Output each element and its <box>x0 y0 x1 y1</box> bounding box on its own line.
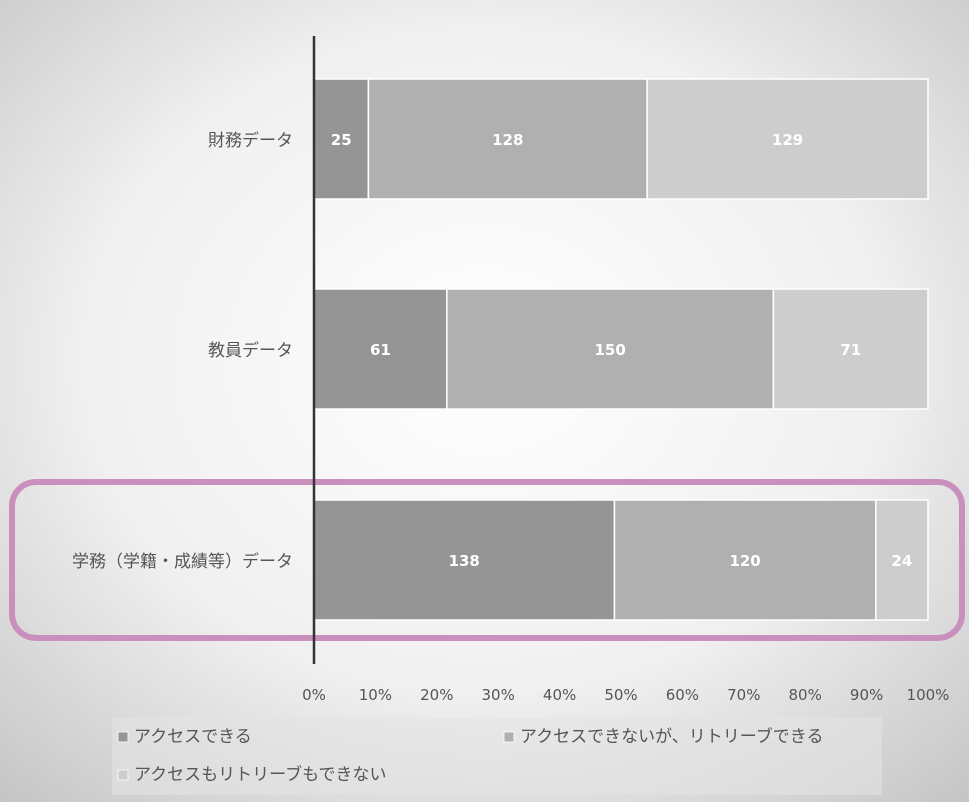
x-tick-label: 50% <box>604 686 637 704</box>
x-tick-label: 0% <box>302 686 326 704</box>
data-label: 138 <box>449 552 480 570</box>
category-label: 学務（学籍・成績等）データ <box>72 551 293 572</box>
legend-label: アクセスできる <box>134 727 252 747</box>
legend-box <box>112 717 882 795</box>
bar-segment <box>313 499 616 621</box>
legend-swatch <box>117 769 129 781</box>
data-label: 61 <box>370 341 391 359</box>
bar-segment <box>613 499 877 621</box>
bar-segment <box>772 288 929 410</box>
bar-segment <box>313 288 448 410</box>
x-tick-label: 40% <box>543 686 576 704</box>
bar-segment <box>367 78 648 200</box>
x-tick-label: 60% <box>666 686 699 704</box>
data-label: 150 <box>594 341 625 359</box>
data-label: 128 <box>492 131 523 149</box>
data-label: 120 <box>729 552 760 570</box>
highlight-box <box>9 479 965 641</box>
x-tick-label: 30% <box>482 686 515 704</box>
data-label: 24 <box>891 552 912 570</box>
legend-label: アクセスもリトリーブもできない <box>134 764 386 785</box>
legend-swatch <box>503 731 515 743</box>
bar-segment <box>313 78 370 200</box>
data-label: 71 <box>840 341 861 359</box>
legend-label: アクセスできないが、リトリーブできる <box>520 726 823 747</box>
x-tick-label: 10% <box>359 686 392 704</box>
data-label: 25 <box>331 131 352 149</box>
x-tick-label: 90% <box>850 686 883 704</box>
category-label: 財務データ <box>208 130 293 151</box>
x-tick-label: 20% <box>420 686 453 704</box>
bar-segment <box>446 288 775 410</box>
x-tick-label: 70% <box>727 686 760 704</box>
bar-segment <box>874 499 929 621</box>
category-label: 教員データ <box>208 340 293 361</box>
data-label: 129 <box>772 131 803 149</box>
x-tick-label: 80% <box>789 686 822 704</box>
legend-swatch <box>117 731 129 743</box>
bar-segment <box>646 78 929 200</box>
x-tick-label: 100% <box>907 686 950 704</box>
